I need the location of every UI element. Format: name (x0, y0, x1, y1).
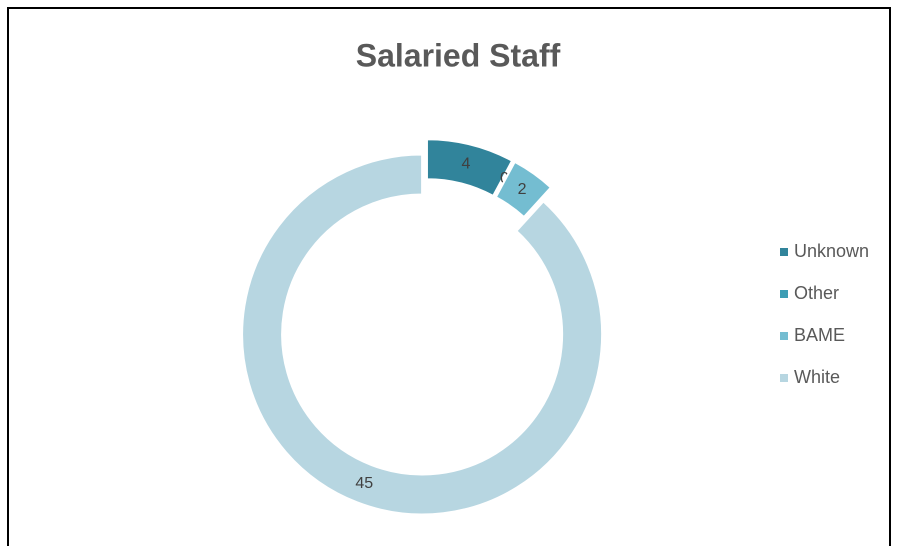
data-label: 2 (518, 181, 527, 198)
legend-label: BAME (794, 325, 845, 345)
data-label: 45 (355, 475, 373, 492)
donut-slice (241, 153, 604, 516)
legend-label: Other (794, 283, 839, 303)
legend-swatch (780, 290, 788, 298)
legend-label: White (794, 367, 840, 387)
legend-swatch (780, 332, 788, 340)
data-label: 0 (500, 170, 509, 187)
chart-title: Salaried Staff (356, 37, 561, 73)
data-label: 4 (462, 155, 471, 172)
donut-slice (425, 138, 514, 198)
legend-swatch (780, 248, 788, 256)
chart-frame (7, 7, 891, 546)
legend-swatch (780, 374, 788, 382)
legend-label: Unknown (794, 241, 869, 261)
donut-slice (494, 160, 553, 219)
